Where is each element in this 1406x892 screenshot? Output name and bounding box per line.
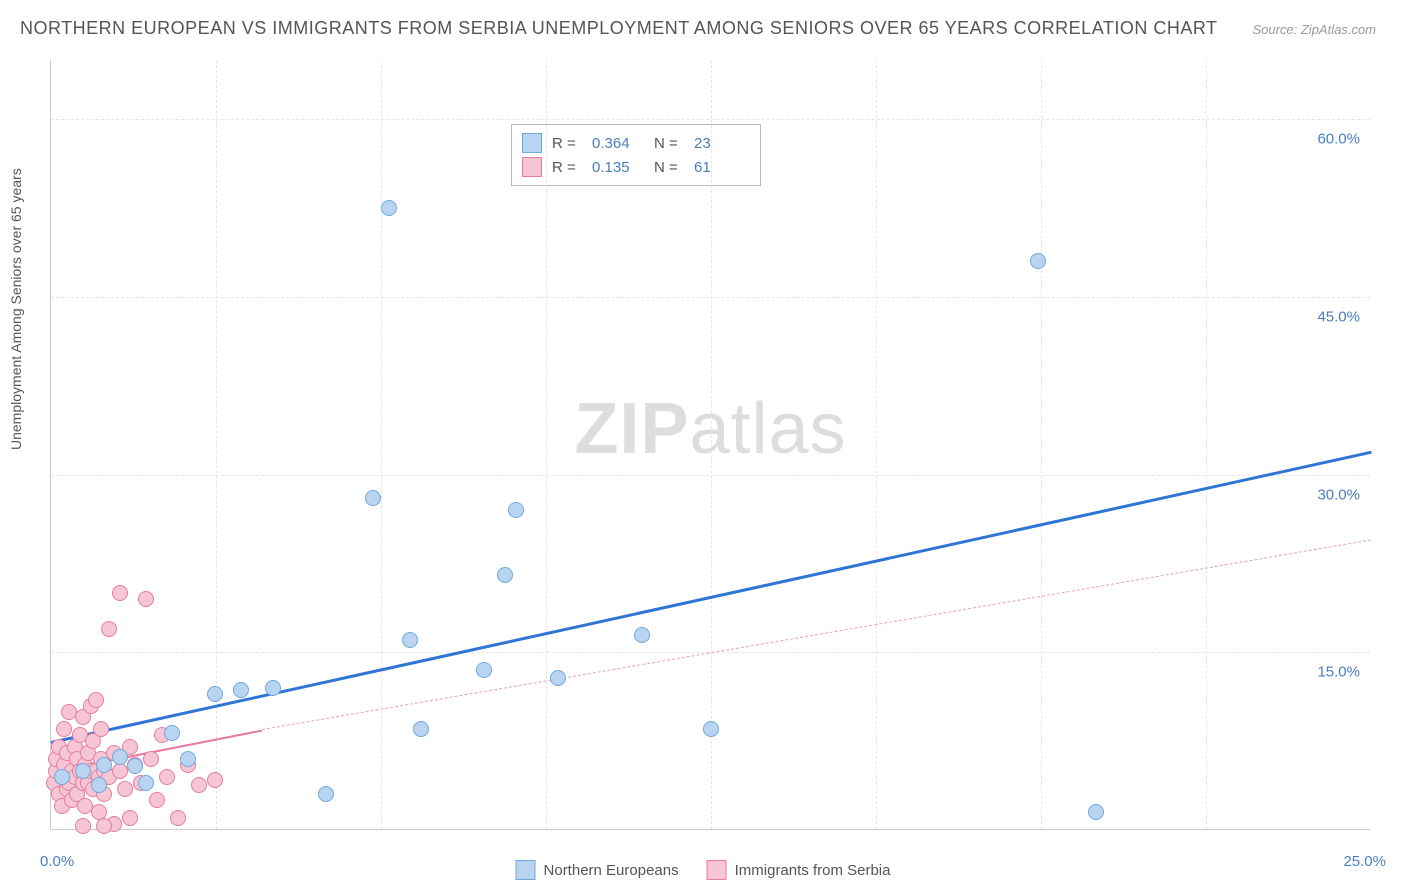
scatter-point [265,680,281,696]
scatter-point [508,502,524,518]
scatter-point [88,692,104,708]
scatter-point [476,662,492,678]
gridline-v [876,60,877,829]
scatter-point [1088,804,1104,820]
scatter-point [101,621,117,637]
swatch-series1 [522,133,542,153]
r-label: R = [552,159,582,176]
scatter-point [365,490,381,506]
stats-row-series2: R = 0.135 N = 61 [522,155,746,179]
scatter-point [413,721,429,737]
scatter-point [91,777,107,793]
x-origin-label: 0.0% [40,853,74,870]
gridline-v [1041,60,1042,829]
y-tick-label: 45.0% [1317,308,1360,325]
scatter-chart: ZIPatlas R = 0.364 N = 23 R = 0.135 N = … [50,60,1370,830]
n-value: 61 [694,159,746,176]
scatter-point [402,632,418,648]
legend-label: Northern Europeans [544,862,679,879]
scatter-point [1030,253,1046,269]
legend-item-series1: Northern Europeans [516,860,679,880]
scatter-point [112,763,128,779]
scatter-point [233,682,249,698]
source-attribution: Source: ZipAtlas.com [1252,22,1376,37]
y-axis-label: Unemployment Among Seniors over 65 years [8,168,24,450]
y-tick-label: 30.0% [1317,486,1360,503]
scatter-point [318,786,334,802]
x-max-label: 25.0% [1343,853,1386,870]
gridline-v [711,60,712,829]
scatter-point [75,818,91,834]
y-tick-label: 60.0% [1317,131,1360,148]
scatter-point [117,781,133,797]
scatter-point [149,792,165,808]
gridline-v [546,60,547,829]
scatter-point [112,585,128,601]
swatch-series1 [516,860,536,880]
r-value: 0.364 [592,135,644,152]
scatter-point [164,725,180,741]
scatter-point [75,763,91,779]
trend-line [262,540,1371,731]
series-legend: Northern Europeans Immigrants from Serbi… [516,860,891,880]
swatch-series2 [707,860,727,880]
n-value: 23 [694,135,746,152]
stats-legend: R = 0.364 N = 23 R = 0.135 N = 61 [511,124,761,186]
legend-item-series2: Immigrants from Serbia [707,860,891,880]
scatter-point [112,749,128,765]
y-tick-label: 15.0% [1317,664,1360,681]
scatter-point [497,567,513,583]
gridline-v [1206,60,1207,829]
gridline-v [216,60,217,829]
scatter-point [93,721,109,737]
scatter-point [703,721,719,737]
scatter-point [138,591,154,607]
scatter-point [96,818,112,834]
stats-row-series1: R = 0.364 N = 23 [522,131,746,155]
scatter-point [170,810,186,826]
scatter-point [159,769,175,785]
gridline-v [381,60,382,829]
scatter-point [180,751,196,767]
scatter-point [56,721,72,737]
scatter-point [96,757,112,773]
n-label: N = [654,159,684,176]
n-label: N = [654,135,684,152]
scatter-point [550,670,566,686]
scatter-point [207,686,223,702]
scatter-point [634,627,650,643]
scatter-point [191,777,207,793]
r-label: R = [552,135,582,152]
chart-title: NORTHERN EUROPEAN VS IMMIGRANTS FROM SER… [20,18,1218,39]
scatter-point [138,775,154,791]
legend-label: Immigrants from Serbia [735,862,891,879]
scatter-point [54,769,70,785]
scatter-point [381,200,397,216]
scatter-point [122,810,138,826]
scatter-point [143,751,159,767]
swatch-series2 [522,157,542,177]
scatter-point [127,758,143,774]
r-value: 0.135 [592,159,644,176]
scatter-point [207,772,223,788]
